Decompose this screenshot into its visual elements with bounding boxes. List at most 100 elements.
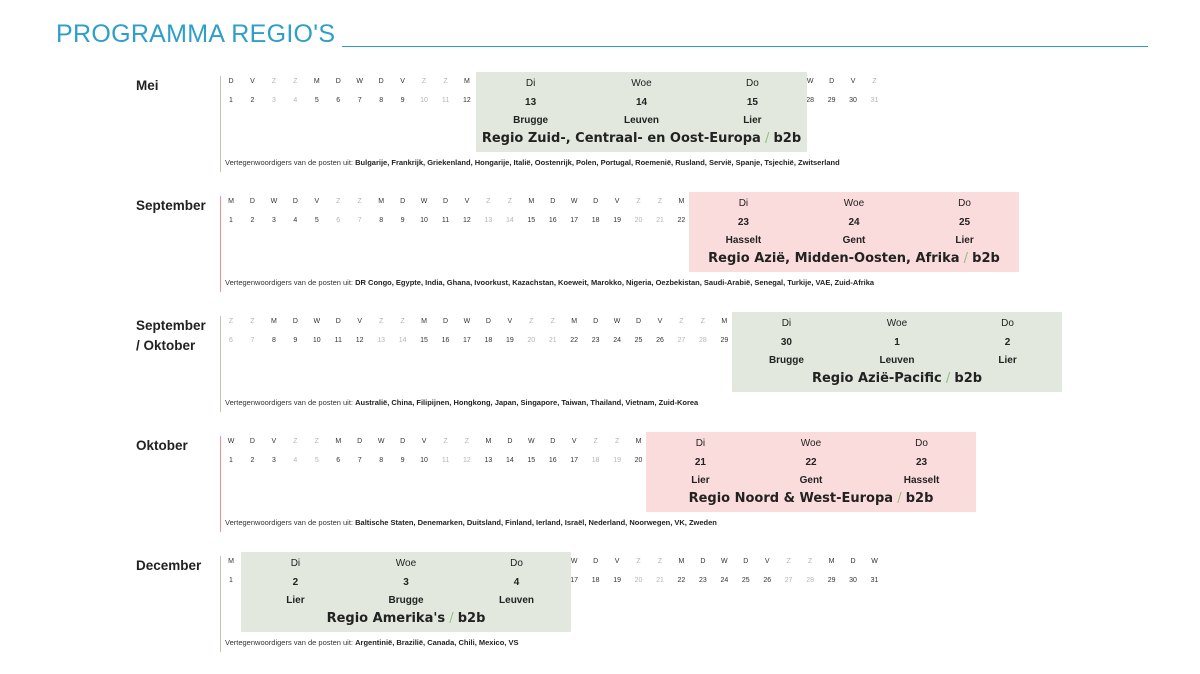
- date-cell: 11: [334, 337, 342, 344]
- date-cell: 18: [591, 217, 600, 224]
- date-cell: 10: [312, 337, 321, 344]
- posts-prefix: Vertegenwoordigers van de posten uit:: [225, 278, 354, 287]
- event-box[interactable]: Di 13 Brugge Woe 14 Leuven Do 15 Lier Regio Zuid-…: [476, 72, 807, 152]
- weekday-cell: W: [313, 318, 321, 325]
- month-divider: [220, 316, 221, 412]
- date-cell: 17: [570, 217, 579, 224]
- weekday-cell: V: [421, 438, 427, 445]
- event-day: Do: [958, 198, 971, 209]
- weekday-cell: Z: [657, 558, 663, 565]
- weekday-cell: D: [249, 198, 255, 205]
- event-day: Woe: [631, 78, 652, 89]
- posts-countries: Argentinië, Brazilië, Canada, Chili, Mex…: [355, 638, 519, 647]
- date-cell: 3: [271, 457, 276, 464]
- weekday-cell: Z: [379, 318, 384, 325]
- weekday-cell: D: [550, 438, 556, 445]
- weekday-cell: D: [593, 318, 599, 325]
- date-cell: 4: [293, 97, 298, 104]
- date-cell: 31: [870, 577, 879, 584]
- date-cell: 30: [849, 97, 857, 104]
- event-day: Di: [738, 198, 749, 209]
- weekday-cell: Z: [550, 318, 555, 325]
- weekday-cell: D: [507, 438, 513, 445]
- date-cell: 12: [463, 457, 471, 464]
- weekday-cell: D: [335, 78, 341, 85]
- page-title: PROGRAMMA REGIO'S: [56, 20, 336, 48]
- date-cell: 7: [250, 337, 255, 344]
- event-city: Brugge: [513, 115, 549, 126]
- date-cell: 13: [484, 457, 493, 464]
- weekday-cell: W: [377, 438, 385, 445]
- weekday-cell: D: [550, 198, 556, 205]
- weekday-cell: W: [721, 558, 728, 565]
- posts-countries: Baltische Staten, Denemarken, Duitsland,…: [355, 518, 717, 527]
- event-region-title: Regio Zuid-, Centraal- en Oost-Europa / …: [476, 130, 807, 148]
- date-cell: 21: [656, 217, 664, 224]
- weekday-cell: D: [593, 558, 599, 565]
- date-cell: 22: [677, 217, 686, 224]
- weekday-cell: Z: [507, 198, 512, 205]
- weekday-cell: D: [378, 78, 384, 85]
- event-region-title: Regio Noord & West-Europa / b2b: [646, 490, 976, 508]
- weekday-cell: Z: [443, 78, 448, 85]
- posts-line: Vertegenwoordigers van de posten uit: Bu…: [225, 158, 840, 168]
- date-cell: 1: [229, 457, 233, 464]
- region-separator: /: [959, 251, 973, 266]
- region-separator: /: [760, 131, 774, 146]
- event-day: Do: [1001, 318, 1014, 329]
- date-cell: 21: [548, 337, 557, 344]
- date-cell: 17: [570, 577, 579, 584]
- weekday-cell: V: [314, 198, 320, 205]
- date-cell: 14: [505, 457, 514, 464]
- weekday-cell: Z: [336, 198, 341, 205]
- posts-line: Vertegenwoordigers van de posten uit: Ar…: [225, 638, 518, 648]
- weekday-cell: W: [420, 198, 428, 205]
- date-cell: 12: [463, 97, 471, 104]
- date-cell: 12: [463, 217, 471, 224]
- event-city: Brugge: [388, 595, 424, 606]
- region-separator: /: [941, 371, 955, 386]
- region-tag: b2b: [457, 611, 486, 626]
- date-cell: 23: [698, 577, 707, 584]
- date-cell: 25: [741, 577, 750, 584]
- event-box[interactable]: Di 21 Lier Woe 22 Gent Do 23 Hasselt Regio Noord …: [646, 432, 976, 512]
- date-cell: 6: [336, 217, 341, 224]
- weekday-cell: M: [378, 198, 385, 205]
- date-cell: 19: [613, 577, 621, 584]
- weekday-cell: Z: [808, 558, 813, 565]
- weekday-cell: D: [700, 558, 706, 565]
- weekday-cell: Z: [872, 78, 877, 85]
- month-label: Mei: [136, 78, 159, 93]
- region-name: Regio Azië-Pacific: [811, 371, 942, 386]
- event-box[interactable]: Di 30 Brugge Woe 1 Leuven Do 2 Lier Regio Azië-Pa…: [732, 312, 1062, 392]
- weekday-cell: Z: [314, 438, 319, 445]
- event-city: Hasselt: [725, 235, 762, 246]
- date-cell: 23: [591, 337, 600, 344]
- event-box[interactable]: Di 23 Hasselt Woe 24 Gent Do 25 Lier Regio Azië, …: [689, 192, 1019, 272]
- date-cell: 16: [548, 457, 557, 464]
- date-cell: 4: [293, 217, 298, 224]
- date-cell: 18: [591, 577, 600, 584]
- event-city: Lier: [998, 355, 1017, 366]
- weekday-cell: V: [571, 438, 577, 445]
- posts-line: Vertegenwoordigers van de posten uit: Ba…: [225, 518, 717, 528]
- date-cell: 7: [357, 457, 362, 464]
- event-num: 14: [635, 97, 648, 108]
- event-city: Gent: [842, 235, 866, 246]
- month-section: MeiDVZZMDWDVZZMVZZMDWDVZZMDWDVZ123456789…: [0, 72, 1200, 176]
- weekday-cell: Z: [400, 318, 405, 325]
- date-cell: 20: [634, 217, 643, 224]
- date-cell: 24: [613, 337, 621, 344]
- weekday-cell: D: [743, 558, 749, 565]
- date-cell: 6: [229, 337, 233, 344]
- date-cell: 10: [420, 217, 428, 224]
- weekday-cell: W: [527, 438, 535, 445]
- weekday-row: WDVZZMDWDVZZMDWDVZZMVZZMDWDV: [0, 436, 1200, 448]
- weekday-cell: D: [292, 318, 298, 325]
- date-cell: 4: [293, 457, 298, 464]
- weekday-cell: M: [421, 318, 427, 325]
- event-num: 30: [780, 337, 792, 348]
- event-day: Di: [695, 438, 706, 449]
- date-cell: 1: [229, 97, 233, 104]
- event-box[interactable]: Di 2 Lier Woe 3 Brugge Do 4 Leuven Regio Amerika'…: [241, 552, 571, 632]
